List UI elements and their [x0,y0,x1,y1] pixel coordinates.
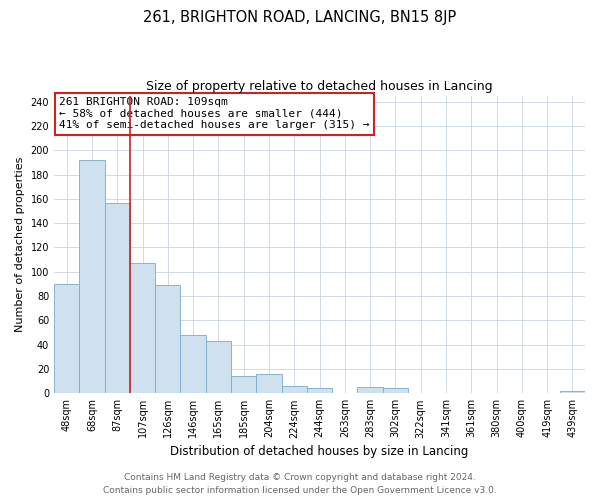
X-axis label: Distribution of detached houses by size in Lancing: Distribution of detached houses by size … [170,444,469,458]
Bar [231,376,256,394]
Text: 261, BRIGHTON ROAD, LANCING, BN15 8JP: 261, BRIGHTON ROAD, LANCING, BN15 8JP [143,10,457,25]
Bar [358,387,383,394]
Text: Contains HM Land Registry data © Crown copyright and database right 2024.
Contai: Contains HM Land Registry data © Crown c… [103,474,497,495]
Bar [206,341,231,394]
Bar [155,285,181,394]
Bar [256,374,281,394]
Bar [383,388,408,394]
Bar [130,264,155,394]
Text: 261 BRIGHTON ROAD: 109sqm
← 58% of detached houses are smaller (444)
41% of semi: 261 BRIGHTON ROAD: 109sqm ← 58% of detac… [59,97,370,130]
Bar [281,386,307,394]
Title: Size of property relative to detached houses in Lancing: Size of property relative to detached ho… [146,80,493,93]
Bar [181,335,206,394]
Bar [560,391,585,394]
Bar [104,202,130,394]
Bar [54,284,79,394]
Bar [79,160,104,394]
Bar [307,388,332,394]
Y-axis label: Number of detached properties: Number of detached properties [15,156,25,332]
